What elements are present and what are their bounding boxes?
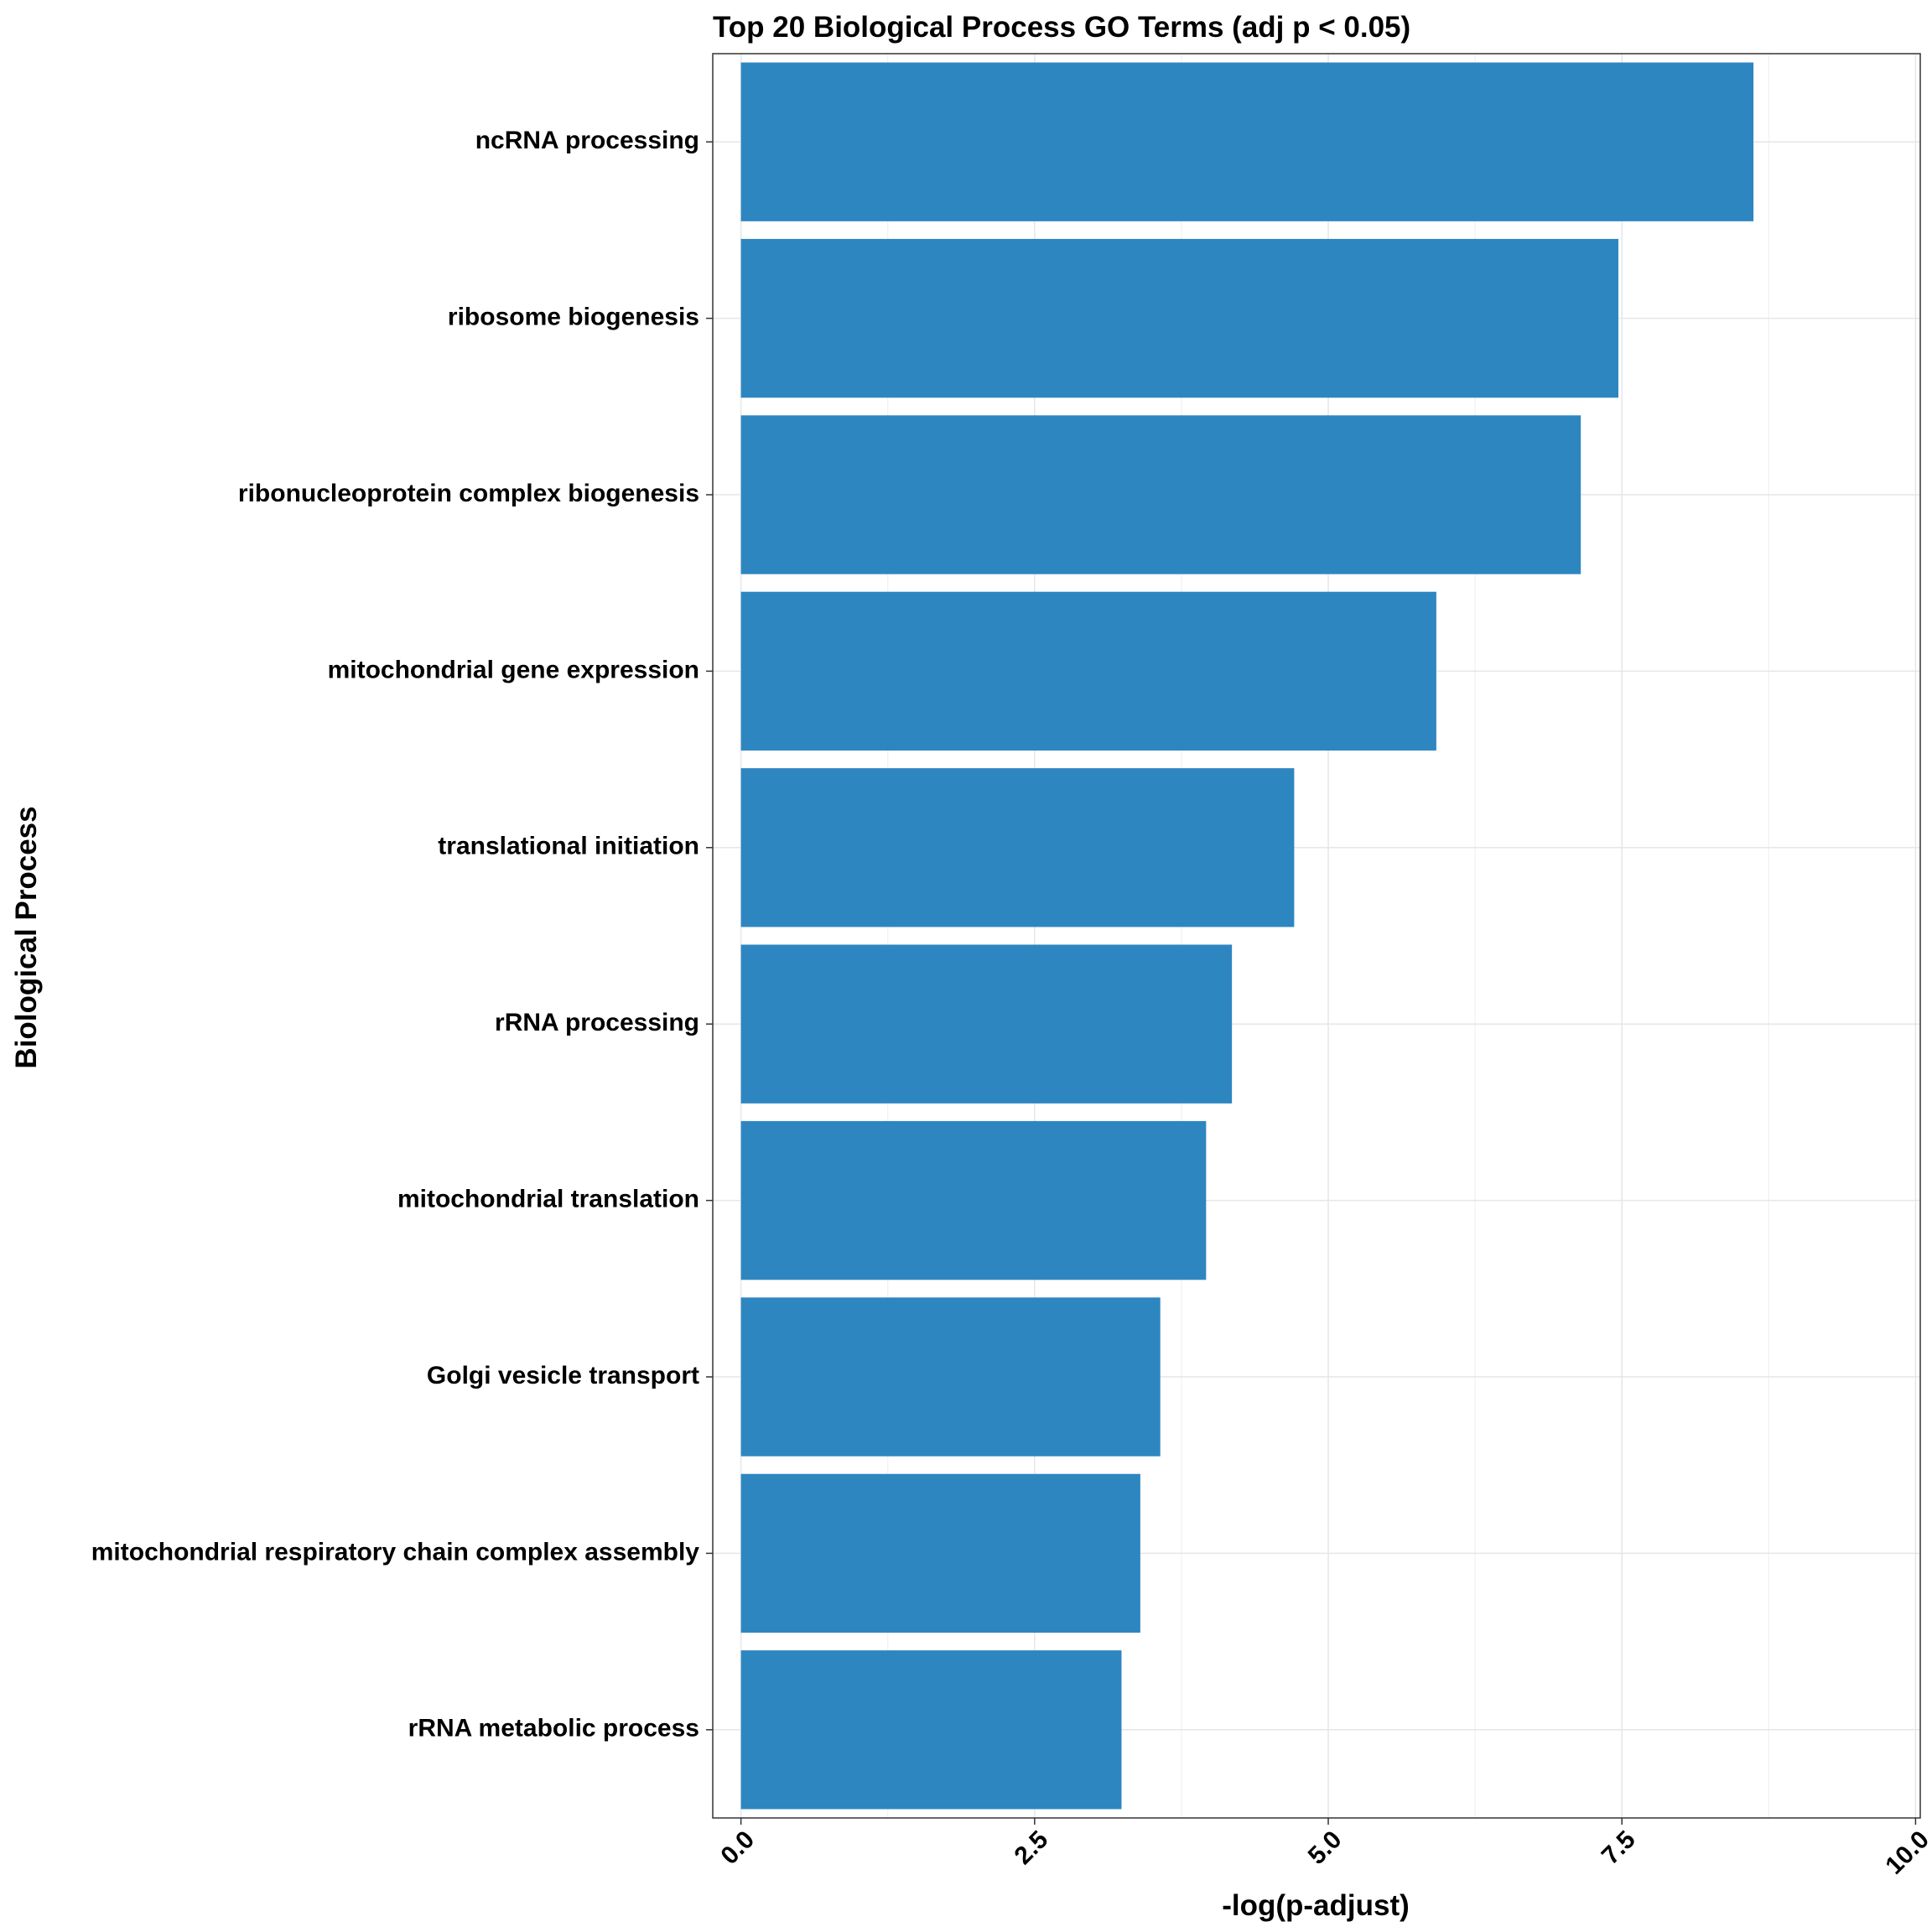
category-label: rRNA processing	[495, 1009, 699, 1036]
x-axis-tick-labels: 0.0 2.5 5.0 7.5 10.0	[715, 1826, 1932, 1880]
bar	[740, 415, 1581, 574]
category-label: translational initiation	[438, 833, 699, 860]
y-axis-title: Biological Process	[10, 806, 43, 1068]
bar	[740, 1297, 1161, 1457]
y-axis-category-labels: ncRNA processing ribosome biogenesis ribon…	[91, 127, 700, 1742]
category-label: ribosome biogenesis	[448, 304, 699, 331]
category-label: ncRNA processing	[475, 127, 699, 154]
category-label: mitochondrial translation	[397, 1186, 699, 1213]
bar	[740, 591, 1436, 751]
bar	[740, 62, 1754, 221]
category-label: ribonucleoprotein complex biogenesis	[238, 480, 699, 507]
x-tick-label: 7.5	[1597, 1826, 1641, 1870]
bar	[740, 1473, 1140, 1633]
x-axis-ticks	[740, 1818, 1917, 1825]
x-tick-label: 5.0	[1303, 1826, 1348, 1870]
x-tick-label: 2.5	[1010, 1826, 1054, 1870]
category-label: mitochondrial gene expression	[328, 656, 699, 683]
x-axis-title: -log(p-adjust)	[1222, 1889, 1410, 1922]
category-label: rRNA metabolic process	[408, 1715, 699, 1742]
plot-panel-border	[712, 53, 1921, 1819]
x-tick-label: 10.0	[1880, 1826, 1932, 1880]
bar	[740, 768, 1295, 927]
bar	[740, 238, 1618, 398]
category-label: mitochondrial respiratory chain complex …	[91, 1538, 700, 1566]
category-label: Golgi vesicle transport	[427, 1362, 699, 1389]
bar	[740, 944, 1233, 1104]
y-axis-ticks	[706, 141, 713, 1731]
bar	[740, 1120, 1207, 1280]
bars	[740, 62, 1754, 1810]
x-tick-label: 0.0	[715, 1826, 760, 1870]
bar	[740, 1650, 1122, 1810]
chart-title: Top 20 Biological Process GO Terms (adj …	[713, 11, 1410, 44]
